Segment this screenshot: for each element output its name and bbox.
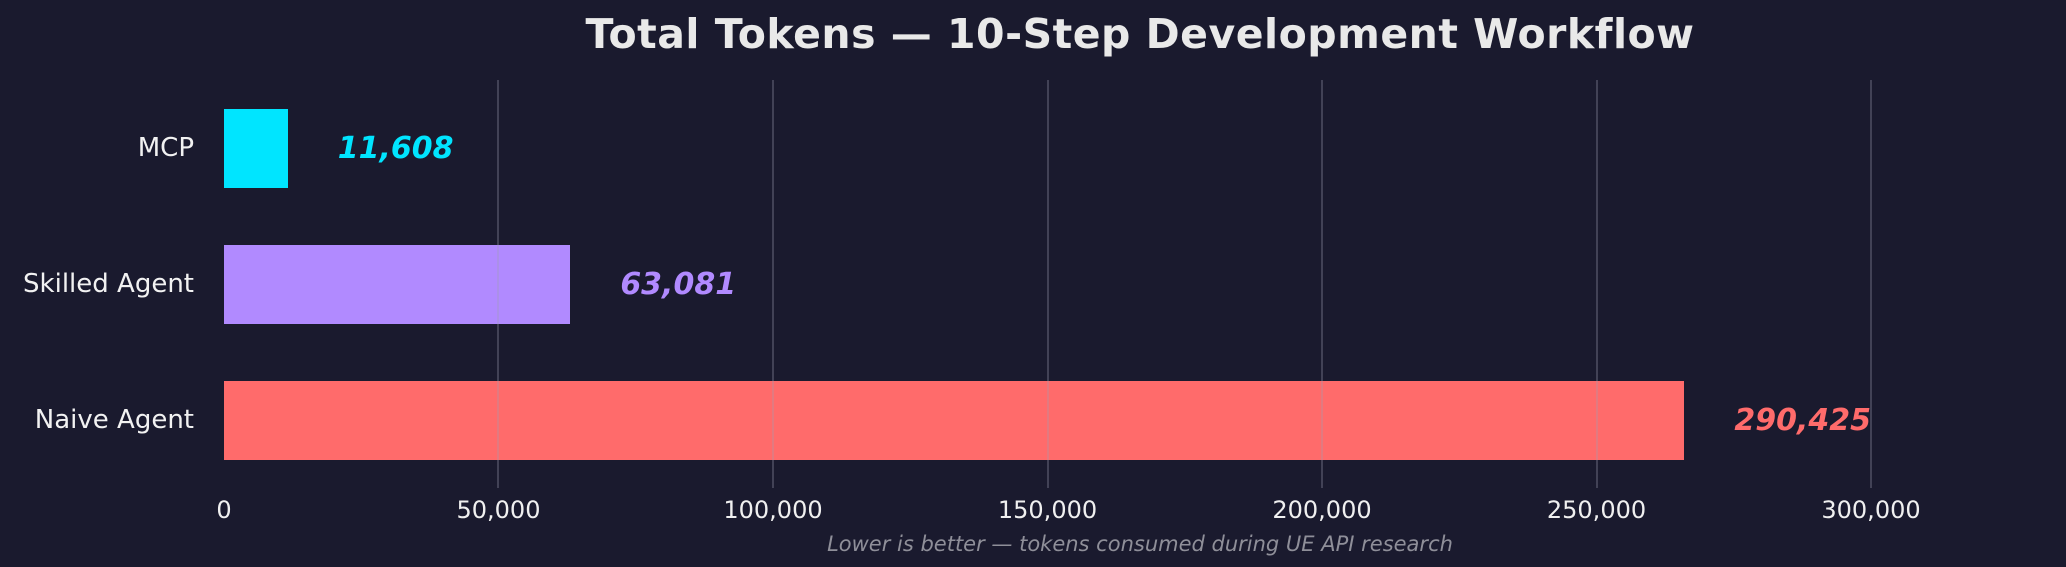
x-tick-label: 100,000 <box>723 496 823 524</box>
plot-area: 11,608 63,081 290,425 <box>224 80 1872 488</box>
x-tick-label: 300,000 <box>1821 496 1921 524</box>
bar <box>224 380 1685 460</box>
chart-title: Total Tokens — 10-Step Development Workf… <box>585 10 1695 58</box>
gridline <box>1870 80 1872 488</box>
category-label: MCP <box>137 133 194 163</box>
x-tick-label: 0 <box>216 496 232 524</box>
gridline <box>771 80 774 488</box>
x-axis-ticks: 0 50,000 100,000 150,000 200,000 250,000 300,0… <box>216 496 1920 528</box>
x-tick-label: 150,000 <box>997 496 1098 524</box>
category-label: Skilled Agent <box>23 269 194 299</box>
gridline <box>1595 80 1598 488</box>
bar-row: 63,081 <box>224 216 1871 352</box>
x-tick-label: 200,000 <box>1272 496 1372 524</box>
chart-caption: Lower is better — tokens consumed during… <box>827 532 1453 556</box>
bar-row: 290,425 <box>224 352 1871 488</box>
gridline <box>497 80 500 488</box>
bar-row: 11,608 <box>224 80 1871 216</box>
x-tick-label: 250,000 <box>1546 496 1647 524</box>
bar <box>224 244 571 324</box>
gridline <box>1320 80 1323 488</box>
x-tick-label: 50,000 <box>456 496 541 524</box>
gridline <box>1046 80 1049 488</box>
category-label: Naive Agent <box>34 405 194 435</box>
y-axis-category-labels: MCP Skilled Agent Naive Agent <box>0 80 208 488</box>
value-label: 11,608 <box>337 130 454 166</box>
bar <box>224 108 288 188</box>
value-label: 290,425 <box>1734 402 1871 438</box>
value-label: 63,081 <box>620 266 737 302</box>
